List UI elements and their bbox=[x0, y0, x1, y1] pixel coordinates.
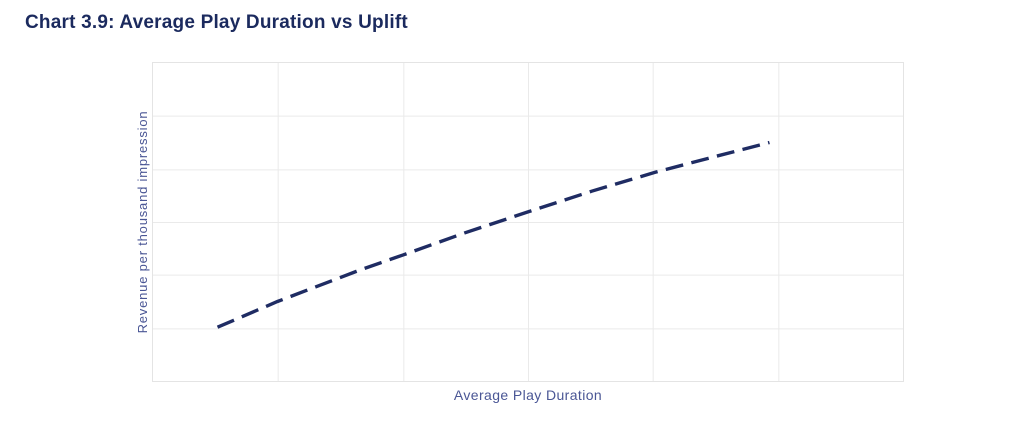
x-axis-label: Average Play Duration bbox=[453, 387, 603, 403]
plot-area bbox=[152, 62, 904, 382]
uplift-line-series bbox=[216, 140, 770, 329]
y-axis-label: Revenue per thousand impression bbox=[135, 110, 150, 334]
chart-title: Chart 3.9: Average Play Duration vs Upli… bbox=[25, 12, 408, 33]
chart-canvas bbox=[153, 63, 903, 381]
